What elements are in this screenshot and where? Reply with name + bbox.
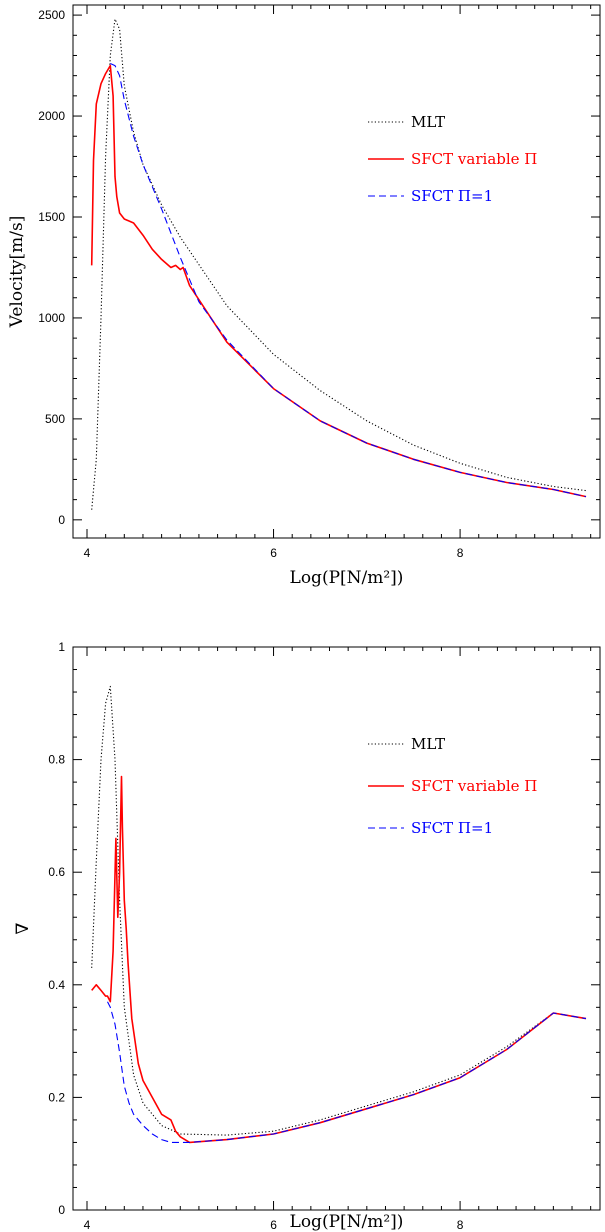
y-tick-label: 0.6 (48, 865, 65, 879)
y-axis-title: Velocity[m/s] (7, 216, 27, 329)
legend-label: MLT (411, 735, 445, 753)
legend-label: MLT (411, 113, 445, 131)
x-tick-label: 6 (270, 546, 277, 560)
legend-label: SFCT variable Π (411, 777, 537, 795)
x-tick-label: 8 (457, 546, 464, 560)
y-tick-label: 2500 (38, 8, 65, 22)
legend-label: SFCT Π=1 (411, 187, 493, 205)
x-axis-title: Log(P[N/m²]) (290, 568, 404, 588)
x-tick-label: 4 (84, 546, 91, 560)
x-tick-label: 4 (84, 1218, 91, 1232)
y-tick-label: 500 (45, 412, 65, 426)
y-tick-label: 0.2 (48, 1090, 65, 1104)
y-tick-label: 0 (58, 513, 65, 527)
series-line-1 (91, 775, 587, 1144)
velocity-panel: 4 6 8 0 500 1000 1500 2000 2500 Log(P[N/m²]) Veloc… (7, 4, 601, 588)
legend-label: SFCT Π=1 (411, 819, 493, 837)
legend-label: SFCT variable Π (411, 150, 537, 168)
x-axis-title: Log(P[N/m²]) (290, 1212, 404, 1232)
y-tick-label: 1500 (38, 210, 65, 224)
plot-frame (72, 646, 601, 1211)
x-tick-label: 8 (457, 1218, 464, 1232)
y-tick-label: 1000 (38, 311, 65, 325)
y-tick-label: 2000 (38, 109, 65, 123)
x-tick-label: 6 (270, 1218, 277, 1232)
series-line-2 (107, 1001, 587, 1143)
series-line-0 (91, 18, 587, 510)
y-tick-label: 0 (58, 1203, 65, 1217)
series-line-2 (110, 62, 587, 498)
y-tick-label: 1 (58, 640, 65, 654)
y-tick-label: 0.8 (48, 753, 65, 767)
plot-frame (72, 4, 601, 539)
y-axis-title: ∇ (13, 922, 33, 934)
y-tick-label: 0.4 (48, 978, 65, 992)
series-line-0 (91, 685, 587, 1136)
series-line-1 (90, 64, 587, 498)
nabla-panel: 4 6 8 0 0.2 0.4 0.6 0.8 1 Log(P[N/m²]) ∇ MLT SFCT va… (13, 640, 601, 1232)
